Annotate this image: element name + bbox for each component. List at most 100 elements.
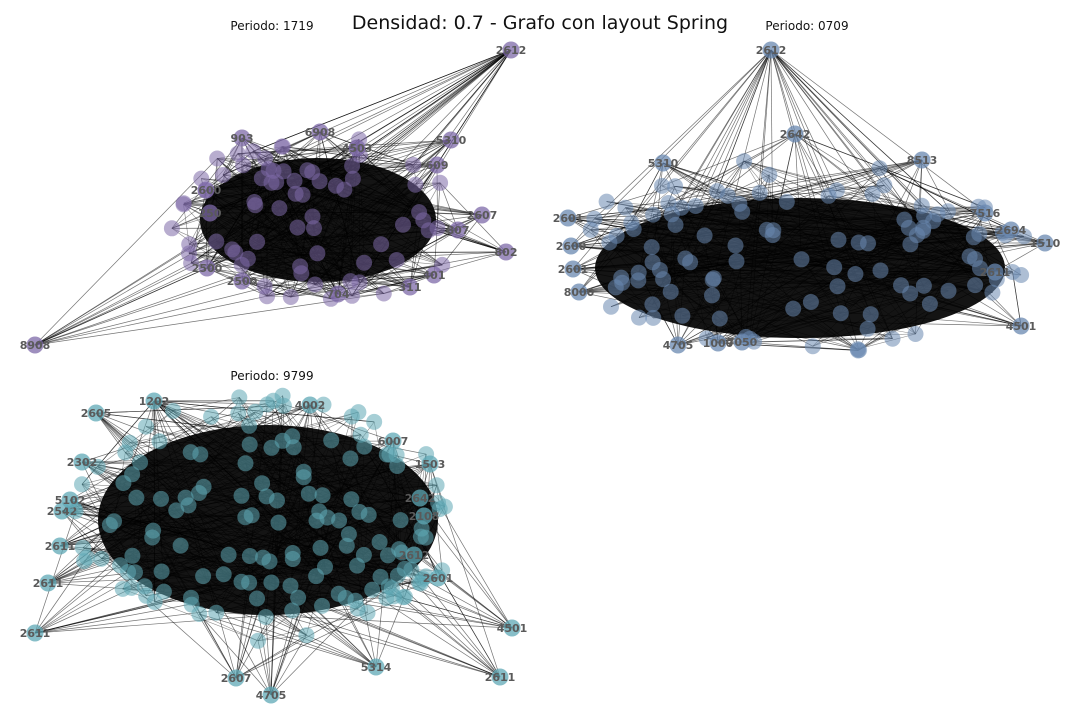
node-circle (39, 574, 57, 592)
node-circle (564, 260, 582, 278)
graph-node (793, 251, 810, 268)
panel-title: Periodo: 0709 (765, 19, 848, 33)
graph-node (709, 183, 726, 200)
graph-node (984, 284, 1001, 301)
node-label: 8513 (907, 154, 938, 167)
edge (273, 400, 394, 442)
graph-node (751, 184, 768, 201)
graph-node (355, 546, 372, 563)
graph-node (336, 181, 353, 198)
node-circle (1036, 234, 1054, 252)
graph-node (351, 274, 368, 291)
node-circle (733, 333, 751, 351)
edge (281, 146, 414, 166)
graph-node (704, 271, 721, 288)
graph-node (415, 212, 432, 229)
graph-node-labeled: 2611 (980, 263, 1010, 281)
edge (439, 182, 507, 253)
node-label: 5102 (55, 494, 86, 507)
node-circle (401, 278, 419, 296)
graph-node (239, 250, 256, 267)
graph-node-labeled: 807 (447, 221, 469, 239)
graph-node (431, 501, 448, 518)
graph-node (191, 606, 208, 622)
graph-node (413, 520, 430, 537)
graph-node (271, 200, 288, 217)
edge (199, 613, 272, 696)
graph-node-labeled: 802 (495, 243, 517, 261)
graph-node (256, 278, 273, 295)
graph-node (247, 197, 264, 214)
graph-node (230, 405, 247, 422)
node-label: 2611 (20, 627, 51, 640)
graph-node (292, 258, 309, 275)
graph-node (233, 487, 250, 504)
graph-node-labeled: 2611 (45, 537, 75, 555)
edge (173, 397, 240, 412)
node-circle (384, 432, 402, 450)
edge (264, 284, 316, 287)
graph-node (871, 160, 888, 177)
edge (34, 510, 76, 634)
graph-node (209, 150, 226, 167)
edge (437, 227, 507, 253)
graph-node (269, 492, 285, 509)
node-label: 704 (327, 288, 350, 301)
node-circle (1002, 221, 1020, 239)
graph-node (136, 578, 153, 595)
graph-node (847, 266, 864, 282)
edge (1012, 271, 1022, 327)
edge (270, 635, 307, 696)
graph-node (830, 231, 847, 248)
node-label: 2500 (192, 262, 223, 275)
graph-node (208, 604, 225, 621)
graph-node (940, 282, 957, 299)
graph-node (736, 153, 753, 170)
graph-node-labeled: 2500 (192, 259, 223, 277)
graph-node (383, 580, 400, 597)
graph-node (307, 276, 324, 293)
graph-node (667, 178, 684, 195)
edge (282, 146, 414, 166)
graph-node (820, 187, 837, 204)
graph-node-labeled: 4501 (1006, 317, 1036, 335)
graph-node (907, 326, 924, 342)
node-label: 1000 (703, 337, 734, 350)
node-label: 609 (426, 159, 449, 172)
graph-node (282, 289, 299, 305)
graph-node (314, 597, 330, 614)
graph-node (603, 298, 619, 315)
graph-node (151, 433, 168, 450)
node-circle (301, 396, 319, 414)
node-label: 2601 (558, 263, 589, 276)
graph-node (243, 507, 260, 524)
edge (34, 571, 129, 634)
node-circle (61, 491, 79, 509)
graph-node (915, 277, 932, 294)
graph-node (625, 221, 642, 238)
graph-node-labeled: 4503 (342, 139, 372, 157)
graph-node (286, 172, 303, 189)
edge (34, 524, 111, 634)
graph-node (728, 253, 745, 270)
graph-node (366, 413, 383, 430)
node-label: 2302 (67, 456, 98, 469)
graph-node (351, 503, 368, 520)
graph-node (373, 236, 390, 253)
graph-node (284, 545, 301, 561)
node-label: 5314 (361, 661, 392, 674)
graph-node-labeled: 2601 (553, 209, 583, 227)
node-circle (709, 334, 727, 352)
edge (594, 49, 772, 220)
graph-node (231, 389, 248, 406)
graph-node (177, 489, 194, 506)
edge (34, 295, 268, 346)
graph-node (165, 402, 182, 419)
graph-node (263, 574, 280, 591)
graph-node (654, 177, 670, 194)
edge (282, 146, 414, 166)
graph-node-labeled: 2611 (33, 574, 63, 592)
graph-node (153, 490, 169, 507)
graph-node (300, 485, 317, 502)
edge (572, 207, 626, 270)
